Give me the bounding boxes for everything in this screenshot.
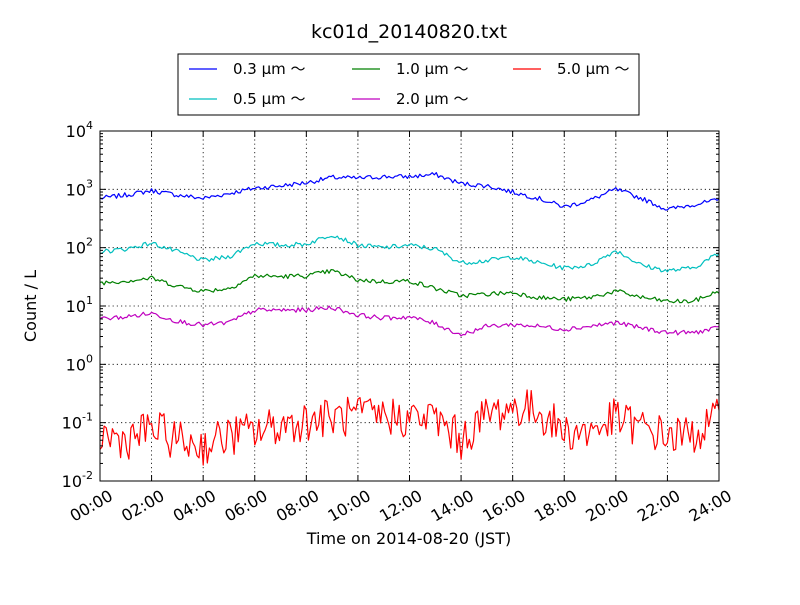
- x-tick-label: 16:00: [479, 486, 528, 526]
- x-tick-label: 04:00: [170, 486, 219, 526]
- series-line-3: [99, 269, 720, 304]
- y-tick-label: 10-1: [62, 411, 93, 433]
- y-tick-label: 104: [66, 119, 93, 141]
- series-line-2: [99, 235, 720, 273]
- series-line-1: [99, 172, 720, 211]
- x-tick-label: 18:00: [531, 486, 580, 526]
- y-tick-label: 103: [66, 177, 93, 199]
- y-tick-label: 10-2: [62, 469, 93, 491]
- x-tick-label: 10:00: [324, 486, 373, 526]
- x-tick-label: 24:00: [686, 486, 735, 526]
- x-tick-label: 22:00: [634, 486, 683, 526]
- x-tick-label: 02:00: [118, 486, 167, 526]
- legend-label: 5.0 μm ～: [557, 60, 630, 78]
- x-tick-labels: 00:00 02:00 04:00 06:00 08:00 10:00 12:00 14:00…: [67, 486, 735, 526]
- legend-label: 0.3 μm ～: [233, 60, 306, 78]
- y-axis-label: Count / L: [21, 270, 40, 342]
- legend-box: [177, 53, 640, 116]
- chart-title: kc01d_20140820.txt: [311, 21, 507, 43]
- y-tick-label: 102: [66, 236, 93, 258]
- tick-layer: [99, 130, 720, 482]
- x-tick-label: 08:00: [273, 486, 322, 526]
- y-tick-label: 101: [66, 294, 93, 316]
- x-tick-label: 12:00: [376, 486, 425, 526]
- x-tick-label: 14:00: [428, 486, 477, 526]
- y-tick-labels: 10-2 10-1 100 101 102 103 104: [62, 119, 93, 491]
- x-tick-label: 06:00: [221, 486, 270, 526]
- series-line-4: [99, 305, 720, 337]
- x-tick-label: 00:00: [67, 486, 116, 526]
- grid-layer: [100, 131, 719, 481]
- y-tick-label: 100: [66, 352, 93, 374]
- legend: 0.3 μm ～ 1.0 μm ～ 5.0 μm ～ 0.5 μm ～ 2.0 μm ～: [177, 53, 640, 116]
- series-layer: [99, 172, 720, 466]
- series-line-5: [99, 389, 720, 466]
- legend-label: 0.5 μm ～: [233, 90, 306, 108]
- x-axis-label: Time on 2014-08-20 (JST): [306, 529, 511, 548]
- legend-label: 2.0 μm ～: [396, 90, 469, 108]
- x-tick-label: 20:00: [582, 486, 631, 526]
- legend-label: 1.0 μm ～: [396, 60, 469, 78]
